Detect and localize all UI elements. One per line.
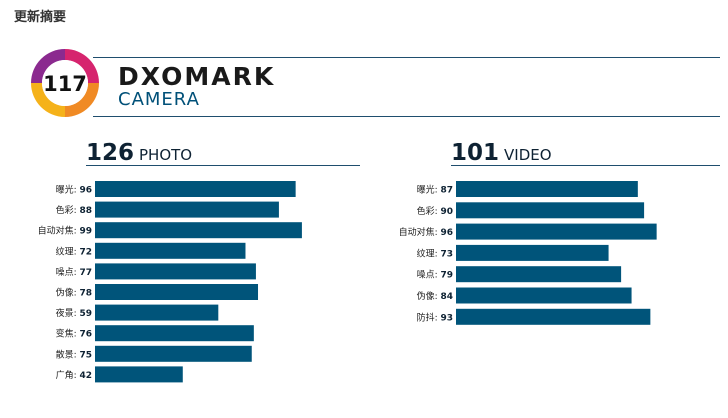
photo-category-label: 噪点:	[56, 267, 80, 278]
badge-ring-purple	[31, 49, 65, 83]
badge-score: 117	[43, 72, 87, 96]
photo-row-label: 自动对焦: 99	[38, 225, 92, 237]
video-row-label: 噪点: 79	[417, 270, 453, 281]
page-title: 更新摘要	[14, 10, 67, 25]
photo-row-label: 散景: 75	[56, 348, 92, 360]
video-bar	[456, 244, 609, 261]
photo-category-label: 夜景:	[56, 307, 80, 319]
photo-bar	[95, 222, 302, 239]
photo-category-label: 曝光:	[56, 184, 80, 196]
video-row-label: 色彩: 90	[417, 205, 453, 217]
photo-bar	[95, 201, 279, 218]
video-row-label: 自动对焦: 96	[399, 226, 453, 238]
video-bar	[456, 308, 651, 325]
photo-category-label: 伪像:	[56, 287, 80, 299]
video-value-label: 90	[440, 207, 453, 217]
video-category-label: 防抖:	[417, 311, 441, 323]
photo-bar	[95, 366, 183, 383]
badge-ring-pink	[65, 49, 99, 83]
brand-divider-bottom	[93, 116, 720, 117]
photo-category-label: 纹理:	[56, 245, 80, 257]
video-value-label: 73	[440, 249, 453, 259]
photo-category-label: 广角:	[56, 369, 80, 381]
photo-bar	[95, 284, 259, 300]
photo-row-label: 纹理: 72	[56, 245, 92, 257]
video-section-score: 101	[451, 140, 500, 166]
video-value-label: 93	[440, 313, 453, 323]
photo-bar	[95, 242, 246, 259]
dxomark-score-badge: 117	[31, 49, 99, 117]
photo-value-label: 78	[79, 289, 92, 299]
video-category-label: 色彩:	[417, 205, 441, 217]
brand-name: DXOMARK	[118, 62, 276, 91]
video-section-header: 101 VIDEO	[451, 140, 552, 166]
video-category-label: 自动对焦:	[399, 226, 441, 238]
video-bar	[456, 266, 622, 283]
photo-row-label: 伪像: 78	[56, 287, 92, 299]
photo-value-label: 88	[79, 206, 92, 216]
photo-bar	[95, 345, 252, 362]
video-row-label: 防抖: 93	[417, 311, 453, 323]
photo-value-label: 72	[79, 247, 92, 257]
photo-value-label: 42	[79, 371, 92, 381]
video-category-label: 噪点:	[417, 270, 441, 281]
photo-value-label: 77	[79, 268, 92, 278]
brand-subtitle: CAMERA	[118, 89, 200, 110]
photo-row-label: 广角: 42	[56, 369, 92, 381]
badge-ring-orange	[65, 83, 99, 117]
badge-inner-circle	[42, 60, 88, 106]
photo-section-name: PHOTO	[139, 146, 193, 164]
video-bar	[456, 181, 638, 197]
photo-bar	[95, 304, 219, 321]
video-value-label: 96	[440, 228, 453, 238]
badge-ring-yellow	[31, 83, 65, 117]
photo-value-label: 76	[79, 330, 92, 340]
photo-bar	[95, 263, 256, 280]
video-row-label: 伪像: 84	[417, 290, 453, 302]
photo-row-label: 夜景: 59	[56, 307, 92, 319]
photo-value-label: 96	[79, 186, 92, 196]
photo-category-label: 散景:	[56, 348, 80, 360]
photo-value-label: 59	[79, 309, 92, 319]
photo-category-label: 色彩:	[56, 204, 80, 216]
video-category-label: 伪像:	[417, 290, 441, 302]
video-row-label: 曝光: 87	[417, 184, 453, 196]
photo-section-score: 126	[86, 140, 135, 166]
photo-bar	[95, 325, 254, 342]
video-section-rule	[451, 165, 720, 166]
video-row-label: 纹理: 73	[417, 247, 453, 259]
video-bar	[456, 287, 632, 304]
photo-row-label: 色彩: 88	[56, 204, 92, 216]
photo-bar	[95, 181, 296, 197]
photo-section-rule	[86, 165, 360, 166]
photo-value-label: 75	[79, 350, 92, 360]
video-bar	[456, 223, 657, 240]
video-category-label: 曝光:	[417, 184, 441, 196]
video-value-label: 84	[440, 292, 453, 302]
photo-category-label: 变焦:	[56, 328, 80, 340]
video-section-name: VIDEO	[504, 146, 552, 164]
photo-row-label: 噪点: 77	[56, 267, 92, 278]
video-bar	[456, 202, 645, 219]
video-value-label: 87	[440, 186, 453, 196]
photo-category-label: 自动对焦:	[38, 225, 80, 237]
photo-section-header: 126 PHOTO	[86, 140, 192, 166]
photo-row-label: 变焦: 76	[56, 328, 92, 340]
video-category-label: 纹理:	[417, 247, 441, 259]
video-value-label: 79	[440, 271, 453, 281]
brand-divider-top	[93, 57, 720, 58]
photo-value-label: 99	[79, 227, 92, 237]
photo-row-label: 曝光: 96	[56, 184, 92, 196]
